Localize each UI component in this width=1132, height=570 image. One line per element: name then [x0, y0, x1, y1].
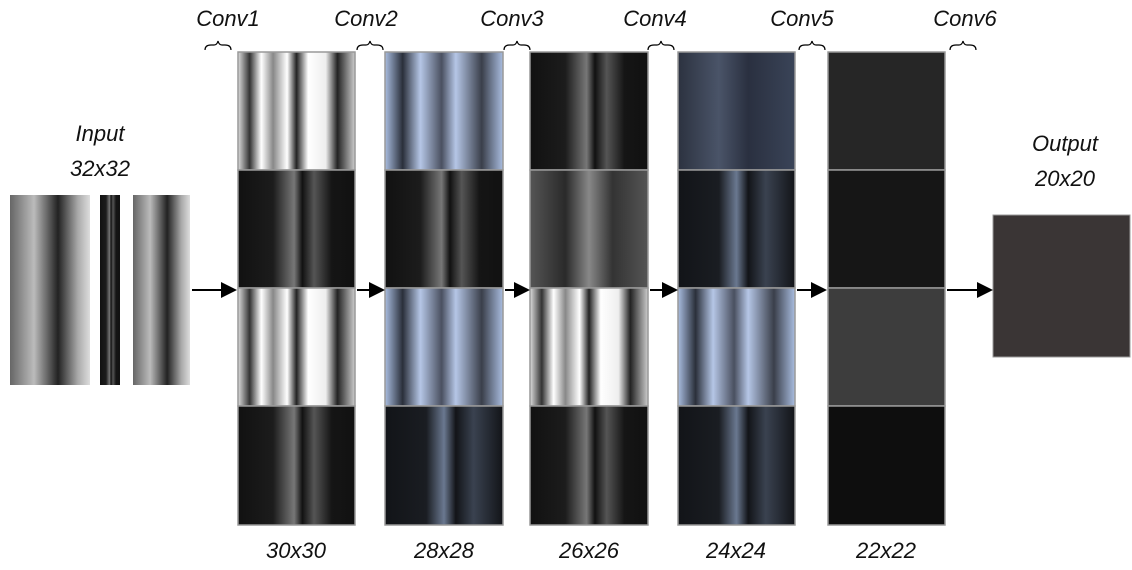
- conv-label: Conv4: [623, 6, 687, 31]
- conv-label: Conv3: [480, 6, 544, 31]
- map-size: 24x24: [705, 538, 766, 563]
- conv-label: Conv5: [770, 6, 834, 31]
- braces: [205, 41, 976, 50]
- map-size: 28x28: [413, 538, 475, 563]
- input-size: 32x32: [70, 156, 130, 181]
- conv-label: Conv2: [334, 6, 398, 31]
- input-label: Input: [76, 121, 126, 146]
- output-size: 20x20: [1034, 166, 1096, 191]
- output-image: [993, 215, 1130, 357]
- input-image: [10, 195, 190, 385]
- feature-maps: [238, 52, 945, 525]
- conv-label: Conv6: [933, 6, 997, 31]
- diagram: Conv1 Conv2 Conv3 Conv4 Conv5 Conv6 Inpu…: [0, 0, 1132, 570]
- output-label: Output: [1032, 131, 1099, 156]
- map-size: 30x30: [266, 538, 327, 563]
- conv-label: Conv1: [196, 6, 260, 31]
- map-size: 22x22: [855, 538, 916, 563]
- map-size: 26x26: [558, 538, 620, 563]
